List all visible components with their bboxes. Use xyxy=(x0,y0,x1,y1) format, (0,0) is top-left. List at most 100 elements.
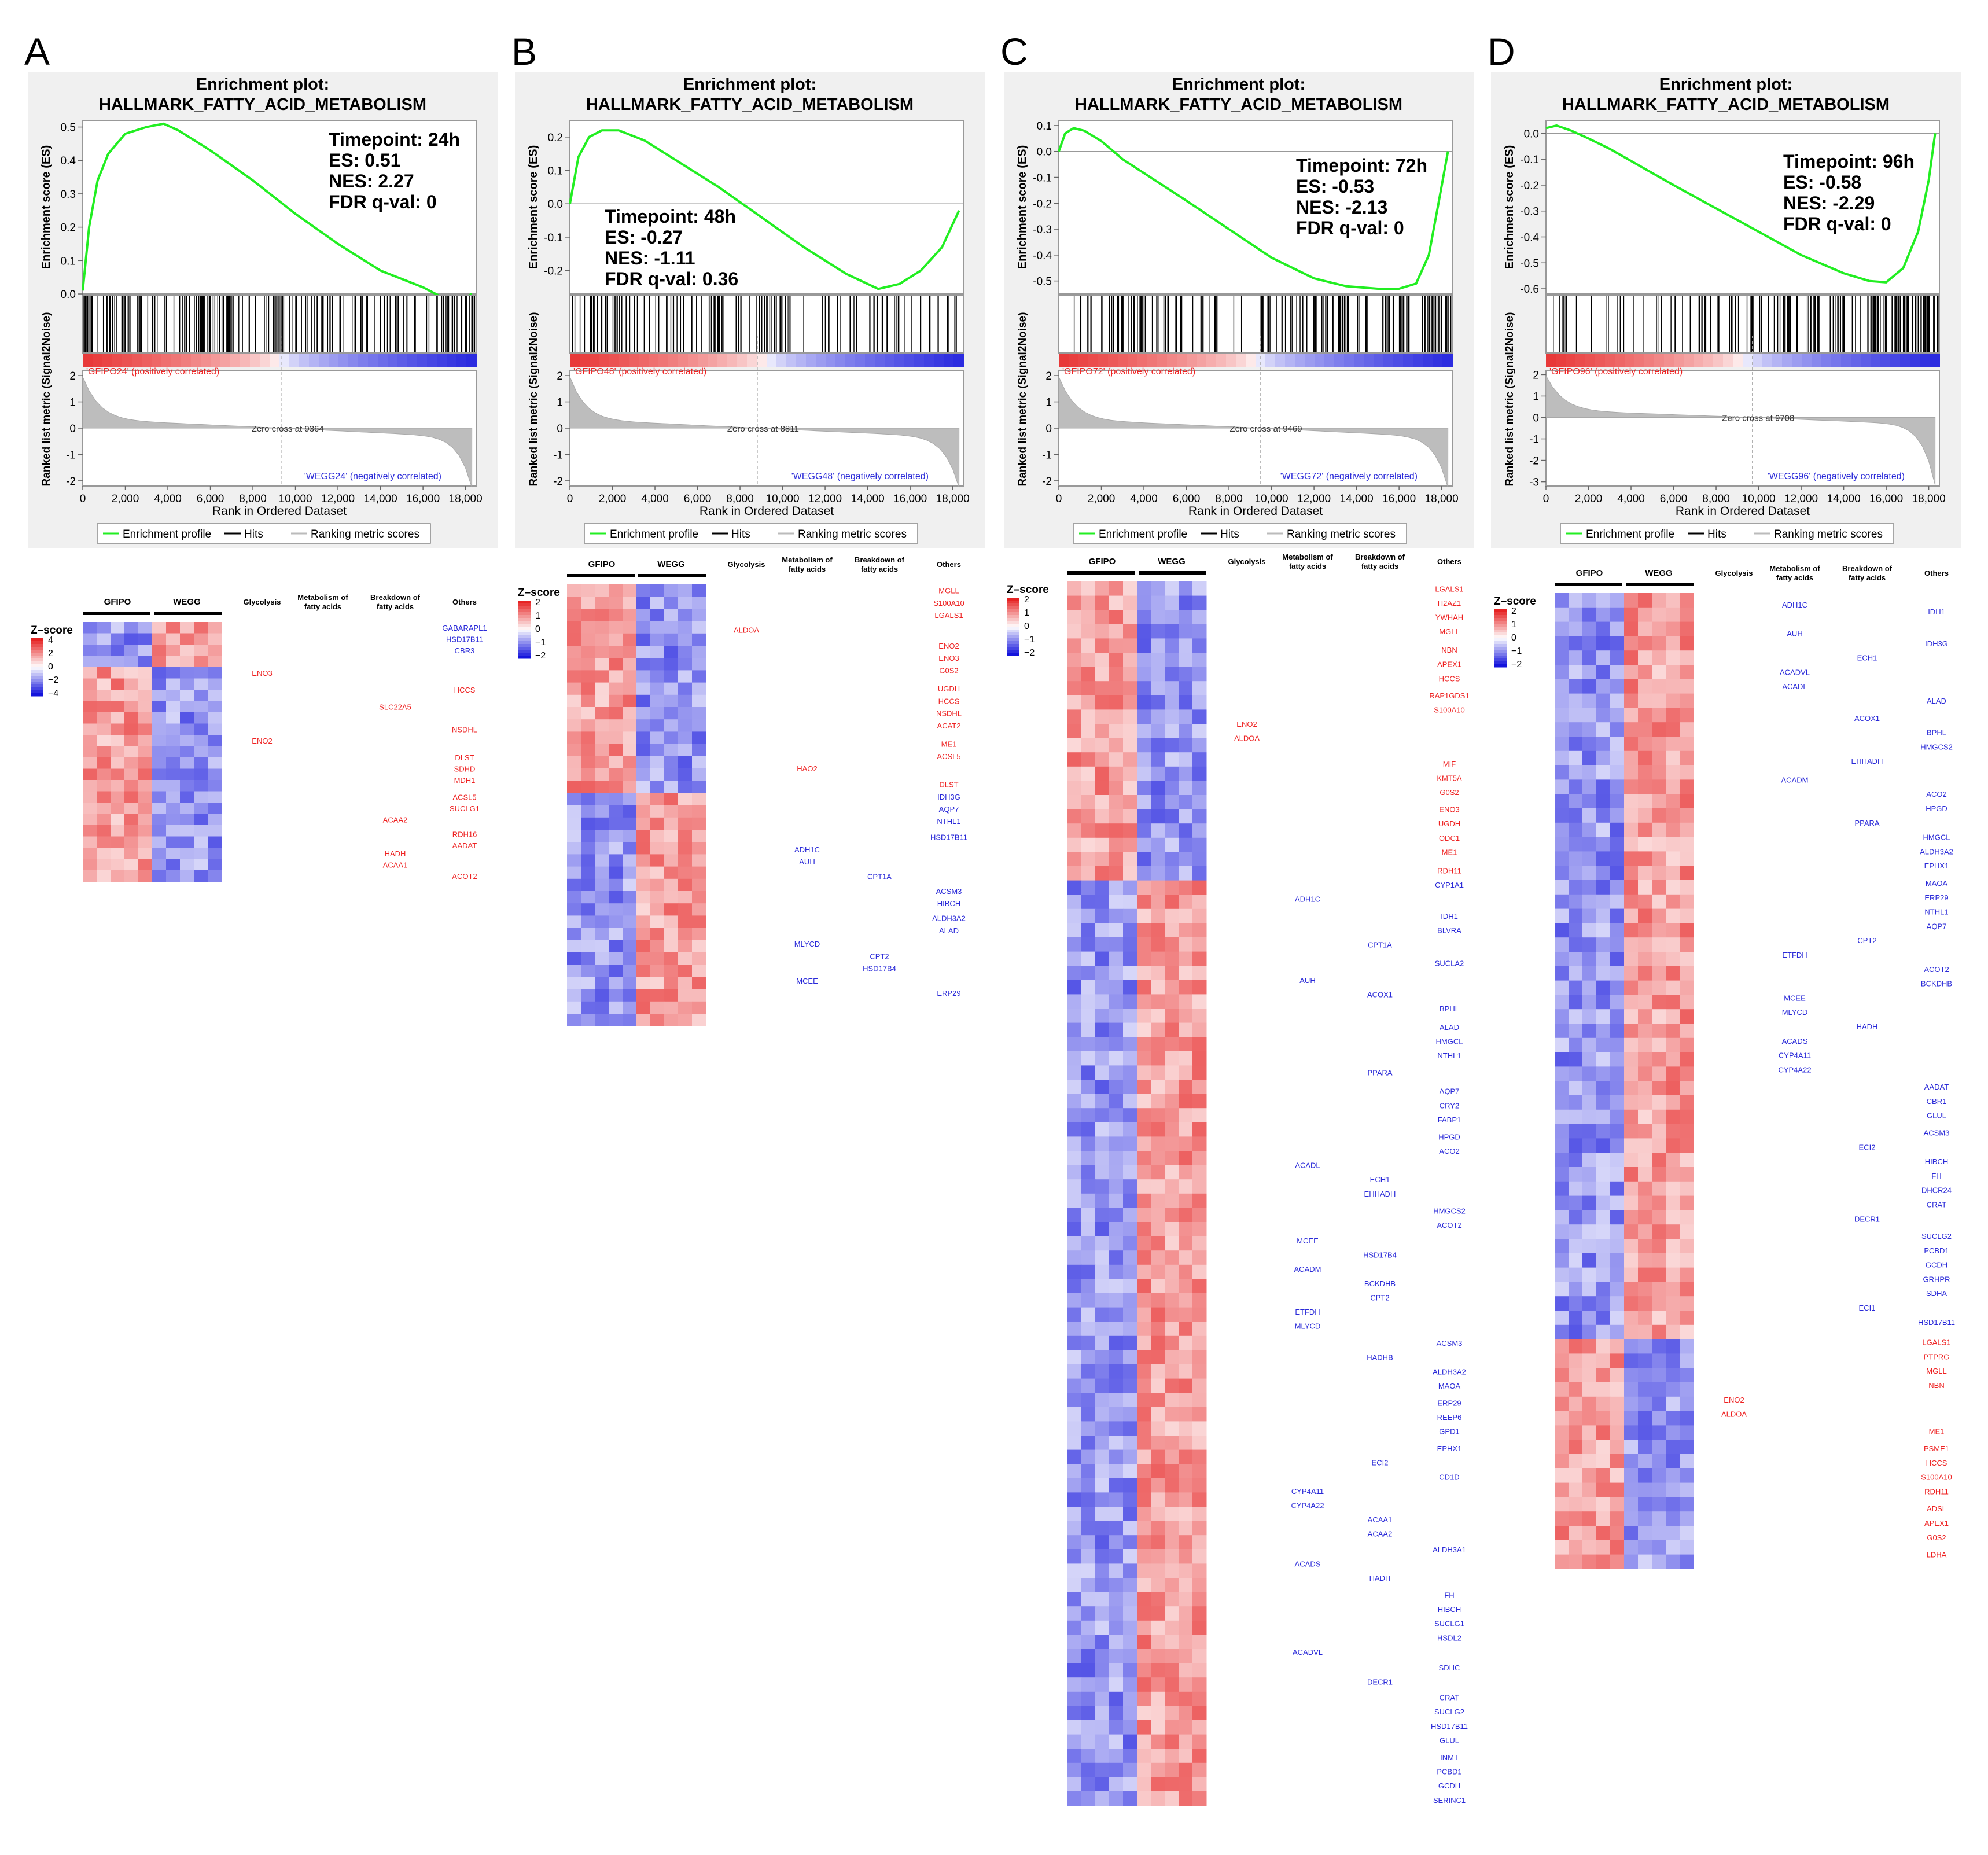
heatmap-cell xyxy=(1137,1507,1151,1522)
heatmap-cell xyxy=(1680,1324,1694,1340)
heatmap-cell xyxy=(1652,808,1666,823)
heatmap-cell xyxy=(1582,750,1597,766)
heatmap-cell xyxy=(208,656,222,668)
heatmap-cell xyxy=(623,756,637,769)
heatmap-cell xyxy=(1680,636,1694,651)
heatmap-cell xyxy=(1067,966,1082,981)
zscore-scale-segment xyxy=(31,644,43,647)
heatmap-cell xyxy=(180,803,194,814)
heatmap-cell xyxy=(678,781,693,793)
heatmap-cell xyxy=(692,903,706,916)
heatmap-cell xyxy=(1151,923,1165,938)
heatmap-cell xyxy=(1151,866,1165,881)
heatmap-cell xyxy=(1179,1620,1193,1635)
heatmap-cell xyxy=(678,719,693,732)
heatmap-cell xyxy=(623,707,637,720)
heatmap-cell xyxy=(1123,1449,1137,1464)
heatmap-cell xyxy=(1095,1393,1110,1408)
metric-ytick-label: -2 xyxy=(1529,455,1539,468)
heatmap-cell xyxy=(166,870,181,882)
heatmap-cell xyxy=(692,694,706,708)
heatmap-cell xyxy=(623,670,637,683)
zscore-tick-label: 2 xyxy=(1024,595,1029,605)
heatmap-cell xyxy=(1081,1749,1096,1764)
heatmap-cell xyxy=(581,927,595,941)
heatmap-cell xyxy=(1081,1307,1096,1322)
heatmap-cell xyxy=(1624,722,1639,737)
heatmap-group-wegg: WEGG xyxy=(1158,557,1186,566)
heatmap-cell xyxy=(1596,1396,1611,1412)
heatmap-cell xyxy=(1624,737,1639,752)
gene-label: HSD17B4 xyxy=(863,965,896,973)
heatmap-cell xyxy=(1109,1706,1124,1721)
heatmap-cell xyxy=(595,878,609,892)
heatmap-cell xyxy=(1109,1293,1124,1308)
gene-label: CRY2 xyxy=(1440,1101,1459,1110)
heatmap-cell xyxy=(97,645,111,656)
gene-label: CPT2 xyxy=(1370,1293,1389,1302)
heatmap-cell xyxy=(664,891,679,904)
heatmap-cell xyxy=(1596,1167,1611,1182)
heatmap-cell xyxy=(1081,1165,1096,1180)
heatmap-cell xyxy=(1179,1393,1193,1408)
heatmap-cell xyxy=(1582,1425,1597,1440)
heatmap-cell xyxy=(1109,1762,1124,1777)
heatmap-cell xyxy=(180,848,194,859)
heatmap-cell xyxy=(1582,822,1597,838)
heatmap-cell xyxy=(623,768,637,781)
heatmap-cell xyxy=(692,621,706,634)
heatmap-cell xyxy=(1638,1124,1652,1139)
heatmap-cell xyxy=(1652,952,1666,967)
heatmap-cell xyxy=(650,584,665,597)
heatmap-cell xyxy=(1081,809,1096,824)
heatmap-cell xyxy=(1582,966,1597,981)
heatmap-cell xyxy=(1165,624,1179,639)
heatmap-cell xyxy=(1582,1368,1597,1383)
heatmap-cell xyxy=(138,859,153,871)
heatmap-cell xyxy=(595,952,609,965)
heatmap-cell xyxy=(1095,923,1110,938)
heatmap-cell xyxy=(1638,808,1652,823)
gene-label: ACAA2 xyxy=(383,815,408,824)
heatmap-cell xyxy=(1680,808,1694,823)
heatmap-cell xyxy=(1179,1791,1193,1806)
heatmap-cell xyxy=(111,848,125,859)
heatmap-cell xyxy=(581,878,595,892)
heatmap-cell xyxy=(664,866,679,879)
heatmap-cell xyxy=(692,658,706,671)
heatmap-cell xyxy=(1109,1393,1124,1408)
heatmap-cell xyxy=(1569,1482,1583,1497)
zscore-scale-segment xyxy=(31,667,43,671)
heatmap-cell xyxy=(1151,1791,1165,1806)
es-ytick-label: 0.4 xyxy=(61,155,76,167)
heatmap-cell xyxy=(1680,765,1694,780)
heatmap-cell xyxy=(1109,681,1124,696)
es-ytick-label: 0.3 xyxy=(61,189,76,201)
zscore-scale-segment xyxy=(1494,630,1507,633)
heatmap-cell xyxy=(1569,1440,1583,1455)
heatmap-cell xyxy=(1610,1468,1625,1484)
heatmap-cell xyxy=(1680,1468,1694,1484)
heatmap-group-bar xyxy=(154,612,222,615)
heatmap-cell xyxy=(1569,980,1583,995)
zscore-scale-segment xyxy=(1494,612,1507,616)
gene-label: ACAA2 xyxy=(1368,1530,1393,1539)
color-bar-segment xyxy=(1575,354,1586,367)
heatmap-cell xyxy=(111,656,125,668)
heatmap-cell xyxy=(97,836,111,848)
heatmap-cell xyxy=(1095,709,1110,724)
heatmap-cell xyxy=(1192,809,1207,824)
heatmap-cell xyxy=(609,694,623,708)
heatmap-cell xyxy=(1569,1109,1583,1125)
column-header: fatty acids xyxy=(1289,562,1326,571)
heatmap-cell xyxy=(1109,1791,1124,1806)
zscore-scale-segment xyxy=(1494,653,1507,656)
heatmap-cell xyxy=(1666,621,1680,636)
ranking-color-bar xyxy=(1059,354,1453,367)
color-bar-segment xyxy=(678,354,689,367)
color-bar-segment xyxy=(447,354,457,367)
heatmap-cell xyxy=(1610,737,1625,752)
heatmap-cell xyxy=(1081,966,1096,981)
heatmap-cell xyxy=(208,701,222,713)
heatmap-cell xyxy=(1610,822,1625,838)
